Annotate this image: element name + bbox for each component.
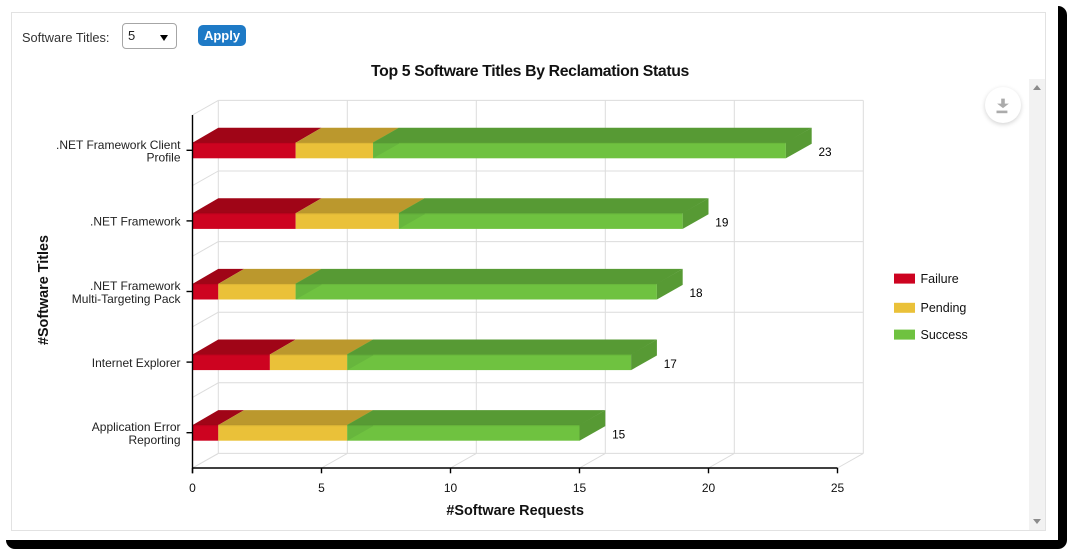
- svg-text:Internet Explorer: Internet Explorer: [92, 356, 181, 370]
- svg-text:5: 5: [318, 481, 325, 495]
- svg-text:Application Error: Application Error: [92, 420, 181, 434]
- svg-text:18: 18: [690, 286, 704, 300]
- svg-text:.NET Framework: .NET Framework: [90, 279, 181, 293]
- svg-text:23: 23: [819, 145, 833, 159]
- svg-text:15: 15: [573, 481, 587, 495]
- svg-text:17: 17: [664, 357, 677, 371]
- svg-text:0: 0: [189, 481, 196, 495]
- svg-text:#Software Titles: #Software Titles: [36, 235, 52, 345]
- svg-text:19: 19: [715, 216, 728, 230]
- svg-text:25: 25: [831, 481, 845, 495]
- svg-text:10: 10: [444, 481, 458, 495]
- svg-text:Top 5 Software Titles By Recla: Top 5 Software Titles By Reclamation Sta…: [371, 63, 689, 80]
- svg-text:Profile: Profile: [146, 151, 180, 165]
- svg-text:Pending: Pending: [921, 301, 967, 315]
- svg-text:Multi-Targeting Pack: Multi-Targeting Pack: [72, 292, 182, 306]
- svg-text:.NET Framework: .NET Framework: [90, 215, 181, 229]
- svg-text:Reporting: Reporting: [128, 433, 180, 447]
- svg-text:#Software Requests: #Software Requests: [446, 503, 584, 519]
- svg-text:15: 15: [612, 427, 626, 441]
- svg-text:.NET Framework Client: .NET Framework Client: [56, 138, 181, 152]
- svg-text:20: 20: [702, 481, 716, 495]
- svg-text:Failure: Failure: [921, 272, 959, 286]
- svg-text:Success: Success: [921, 328, 968, 342]
